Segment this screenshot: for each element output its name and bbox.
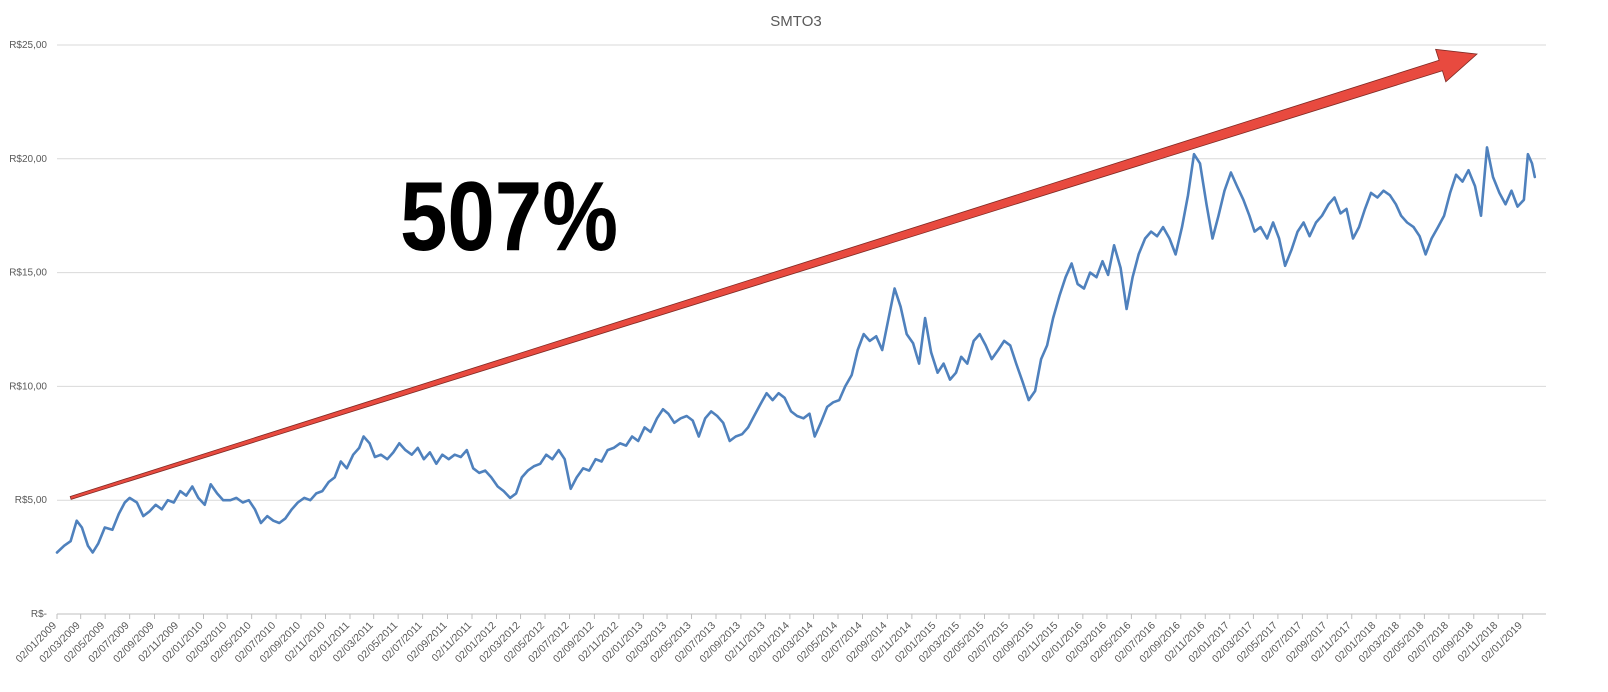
y-tick-label: R$- bbox=[31, 609, 47, 620]
y-tick-label: R$25,00 bbox=[9, 40, 47, 51]
y-tick-label: R$5,00 bbox=[15, 495, 48, 506]
chart-title: SMTO3 bbox=[770, 13, 821, 30]
x-axis-ticks: 02/01/200902/03/200902/05/200902/07/2009… bbox=[13, 614, 1525, 665]
growth-percentage-label: 507% bbox=[400, 161, 618, 271]
growth-arrow bbox=[69, 48, 1478, 500]
y-tick-label: R$10,00 bbox=[9, 381, 47, 392]
annotation-layer: 507% bbox=[69, 48, 1478, 500]
series-line-0 bbox=[55, 146, 1537, 554]
y-tick-label: R$20,00 bbox=[9, 154, 47, 165]
y-tick-label: R$15,00 bbox=[9, 268, 47, 279]
series-layer bbox=[55, 146, 1537, 554]
gridlines bbox=[57, 44, 1546, 615]
y-axis-ticks: R$- R$5,00 R$10,00 R$15,00 R$20,00 R$25,00 bbox=[9, 40, 47, 620]
